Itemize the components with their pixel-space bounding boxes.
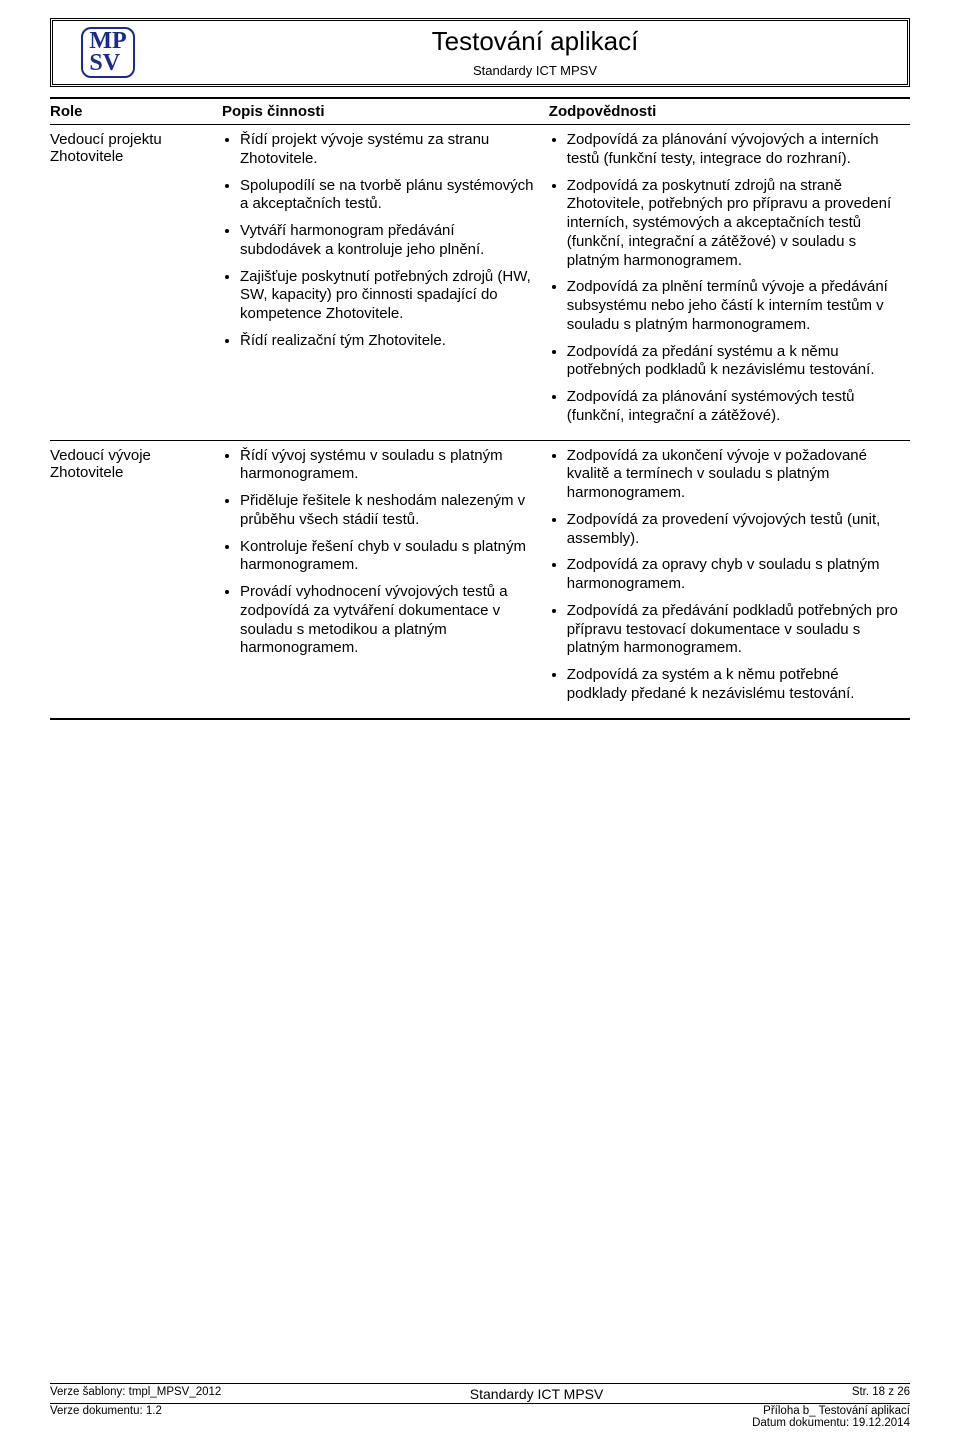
th-role: Role — [50, 98, 222, 125]
list-item: Spolupodílí se na tvorbě plánu systémový… — [240, 177, 539, 215]
logo-line2: SV — [89, 53, 126, 75]
footer-center: Standardy ICT MPSV — [470, 1386, 604, 1402]
page-header: MP SV Testování aplikací Standardy ICT M… — [50, 18, 910, 87]
th-resp: Zodpovědnosti — [549, 98, 910, 125]
th-desc: Popis činnosti — [222, 98, 549, 125]
list-item: Zodpovídá za předávání podkladů potřebný… — [567, 602, 900, 658]
list-item: Zodpovídá za plánování systémových testů… — [567, 388, 900, 426]
list-item: Zodpovídá za provedení vývojových testů … — [567, 511, 900, 549]
list-item: Kontroluje řešení chyb v souladu s platn… — [240, 538, 539, 576]
footer-attachment: Příloha b_ Testování aplikací — [763, 1405, 910, 1417]
footer-template-version: Verze šablony: tmpl_MPSV_2012 — [50, 1386, 221, 1402]
list-item: Řídí projekt vývoje systému za stranu Zh… — [240, 131, 539, 169]
list-item: Zodpovídá za plánování vývojových a inte… — [567, 131, 900, 169]
title-cell: Testování aplikací Standardy ICT MPSV — [163, 21, 907, 84]
table-row: Vedoucí vývoje Zhotovitele Řídí vývoj sys… — [50, 440, 910, 719]
desc-cell: Řídí vývoj systému v souladu s platným h… — [222, 440, 549, 719]
roles-table: Role Popis činnosti Zodpovědnosti Vedouc… — [50, 97, 910, 720]
doc-title: Testování aplikací — [432, 26, 639, 57]
resp-cell: Zodpovídá za ukončení vývoje v požadovan… — [549, 440, 910, 719]
list-item: Vytváří harmonogram předávání subdodávek… — [240, 222, 539, 260]
list-item: Řídí vývoj systému v souladu s platným h… — [240, 447, 539, 485]
list-item: Provádí vyhodnocení vývojových testů a z… — [240, 583, 539, 658]
logo-cell: MP SV — [53, 21, 163, 84]
footer-doc-version: Verze dokumentu: 1.2 — [50, 1405, 162, 1417]
footer-page: Str. 18 z 26 — [852, 1386, 910, 1402]
logo: MP SV — [81, 27, 134, 78]
page-footer: Verze šablony: tmpl_MPSV_2012 Standardy … — [50, 1383, 910, 1429]
table-row: Vedoucí projektu Zhotovitele Řídí projekt… — [50, 125, 910, 441]
doc-subtitle: Standardy ICT MPSV — [473, 63, 597, 78]
resp-cell: Zodpovídá za plánování vývojových a inte… — [549, 125, 910, 441]
list-item: Zajišťuje poskytnutí potřebných zdrojů (… — [240, 268, 539, 324]
list-item: Řídí realizační tým Zhotovitele. — [240, 332, 539, 351]
footer-doc-date: Datum dokumentu: 19.12.2014 — [752, 1417, 910, 1429]
list-item: Zodpovídá za opravy chyb v souladu s pla… — [567, 556, 900, 594]
list-item: Zodpovídá za systém a k němu potřebné po… — [567, 666, 900, 704]
role-cell: Vedoucí projektu Zhotovitele — [50, 125, 222, 441]
list-item: Zodpovídá za předání systému a k němu po… — [567, 343, 900, 381]
list-item: Přiděluje řešitele k neshodám nalezeným … — [240, 492, 539, 530]
list-item: Zodpovídá za poskytnutí zdrojů na straně… — [567, 177, 900, 271]
list-item: Zodpovídá za ukončení vývoje v požadovan… — [567, 447, 900, 503]
desc-cell: Řídí projekt vývoje systému za stranu Zh… — [222, 125, 549, 441]
role-cell: Vedoucí vývoje Zhotovitele — [50, 440, 222, 719]
list-item: Zodpovídá za plnění termínů vývoje a pře… — [567, 278, 900, 334]
